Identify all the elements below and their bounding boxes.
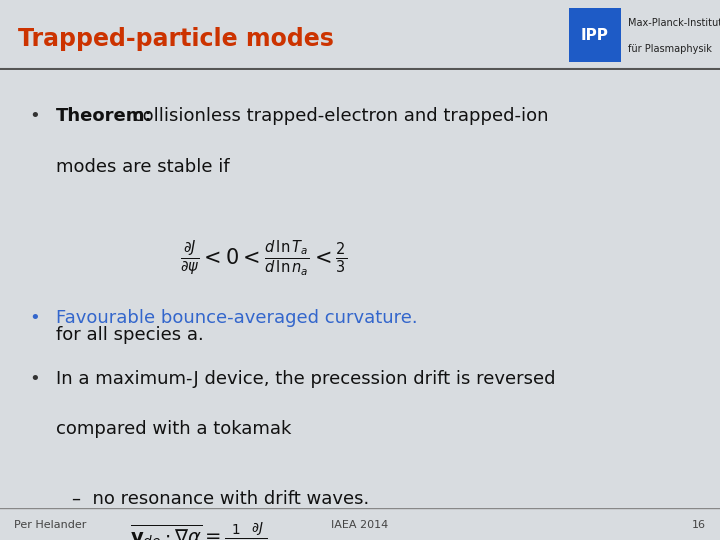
Text: 16: 16 [692,521,706,530]
Text: •: • [29,308,40,327]
Text: –  no resonance with drift waves.: – no resonance with drift waves. [72,490,369,508]
Text: •: • [29,107,40,125]
Text: Per Helander: Per Helander [14,521,87,530]
Text: modes are stable if: modes are stable if [56,158,230,176]
Text: $\overline{\mathbf{v}_{de} \cdot \nabla\alpha} = \frac{1}{e\tau_b}\frac{\partial: $\overline{\mathbf{v}_{de} \cdot \nabla\… [130,521,268,540]
Text: für Plasmaphysik: für Plasmaphysik [628,44,711,54]
FancyBboxPatch shape [569,9,621,62]
Text: $\frac{\partial J}{\partial \psi} < 0 < \frac{d\,\ln T_a}{d\,\ln n_a} < \frac{2}: $\frac{\partial J}{\partial \psi} < 0 < … [180,239,347,279]
Text: compared with a tokamak: compared with a tokamak [56,420,292,438]
Text: Max-Planck-Institut: Max-Planck-Institut [628,18,720,28]
Text: Trapped-particle modes: Trapped-particle modes [18,26,334,51]
Text: Favourable bounce-averaged curvature.: Favourable bounce-averaged curvature. [56,308,418,327]
Text: IPP: IPP [581,28,608,43]
Text: for all species a.: for all species a. [56,326,204,344]
Text: •: • [29,370,40,388]
Text: Theorem:: Theorem: [56,107,153,125]
Text: collisionless trapped-electron and trapped-ion: collisionless trapped-electron and trapp… [127,107,548,125]
Text: IAEA 2014: IAEA 2014 [331,521,389,530]
Text: In a maximum-J device, the precession drift is reversed: In a maximum-J device, the precession dr… [56,370,556,388]
